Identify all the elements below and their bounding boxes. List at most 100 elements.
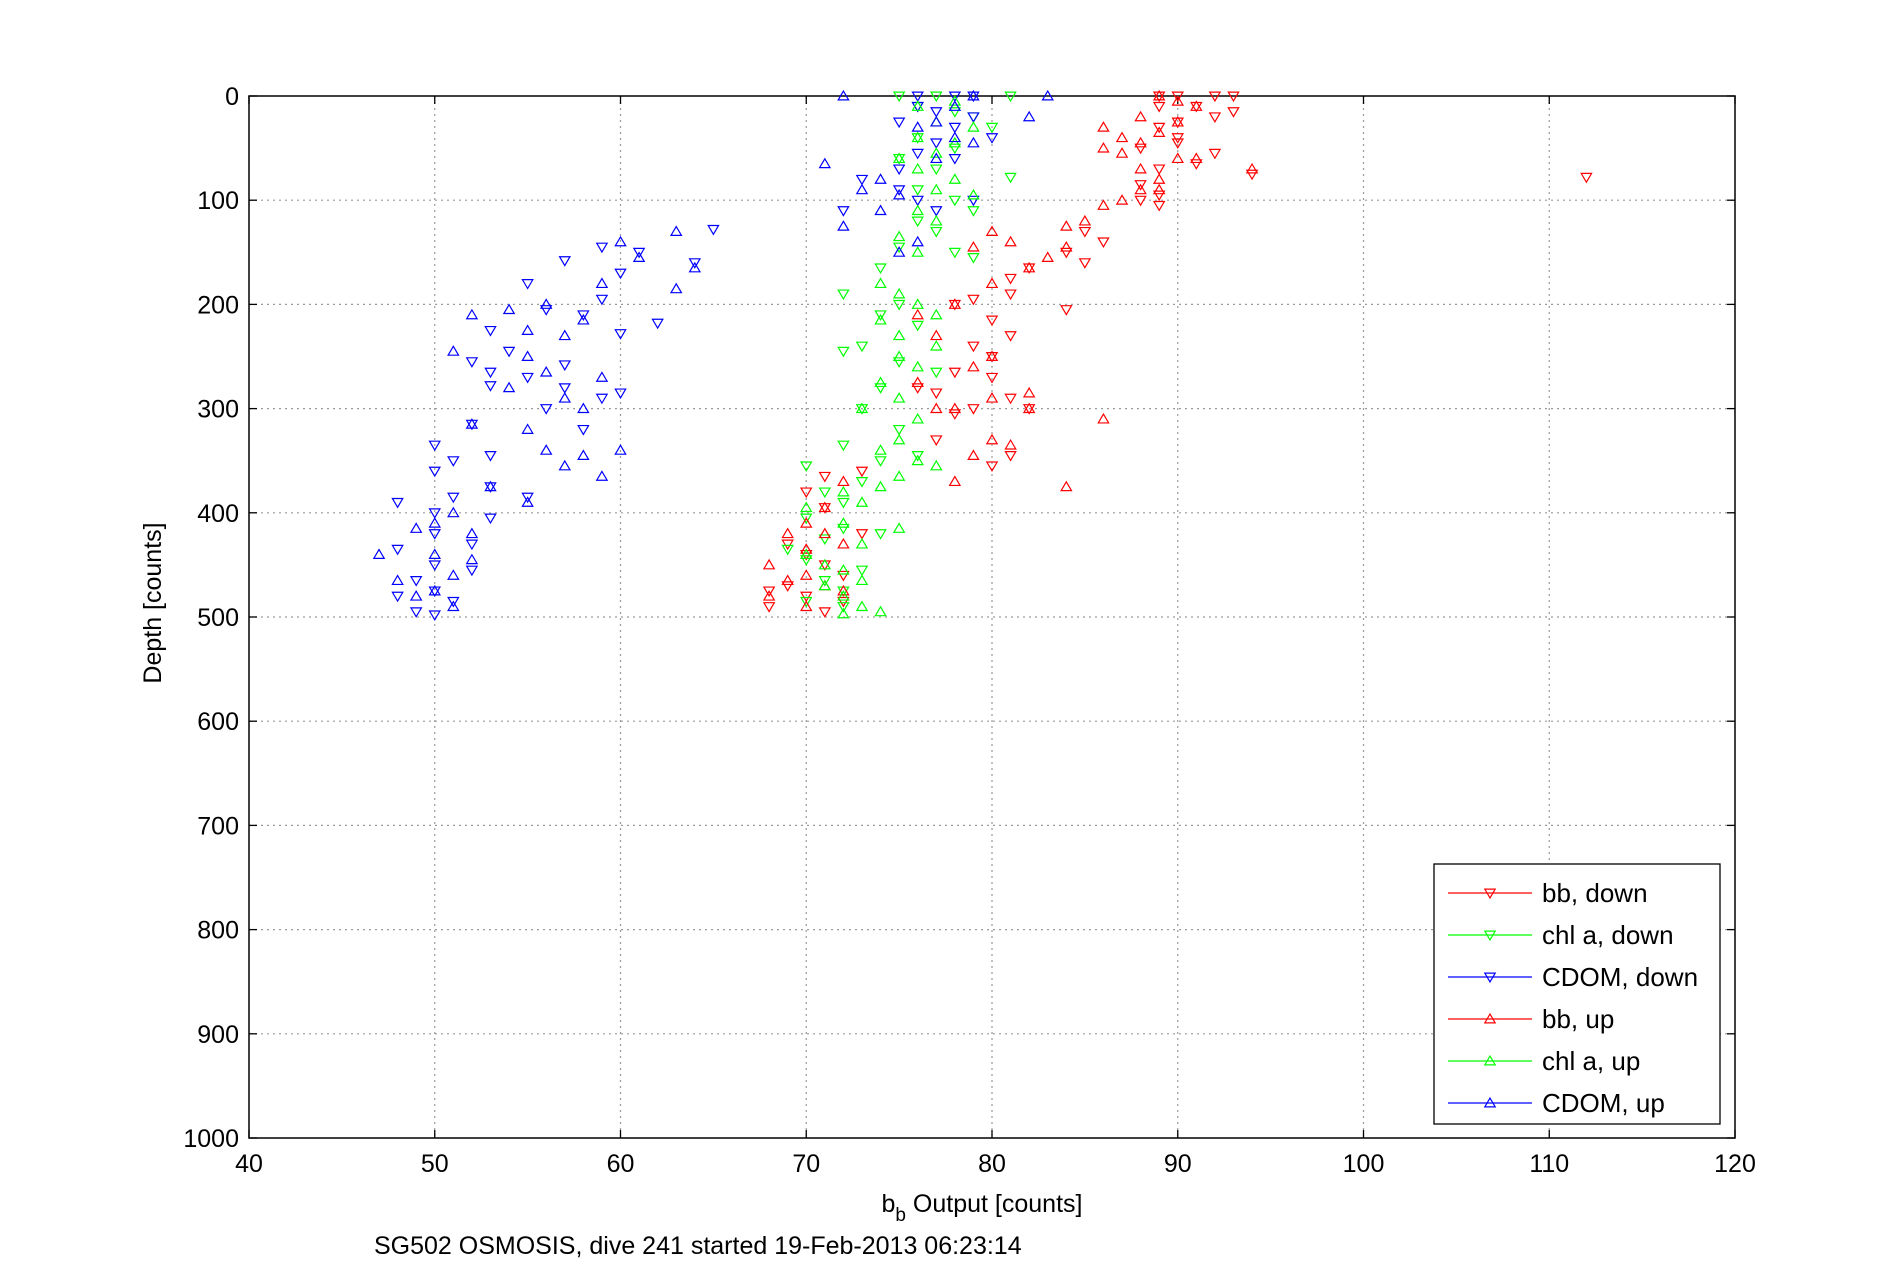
series-4 [800, 95, 980, 619]
data-point [1115, 147, 1129, 158]
data-point [837, 440, 850, 452]
data-point [558, 360, 572, 371]
legend-label: chl a, up [1542, 1046, 1640, 1076]
x-tick-label: 100 [1343, 1150, 1385, 1178]
data-point [595, 393, 609, 405]
y-tick-label: 300 [197, 396, 239, 424]
data-point [930, 402, 943, 414]
y-tick-label: 400 [197, 500, 239, 528]
data-point [967, 240, 980, 252]
data-point [1208, 148, 1222, 160]
data-point [911, 204, 924, 216]
y-axis-tick-labels: 0 100 200 300 400 500 600 700 800 900 1000 [183, 83, 239, 1153]
data-point [855, 477, 869, 488]
y-tick-label: 0 [225, 83, 239, 111]
data-point [1152, 164, 1166, 176]
series-2 [391, 91, 999, 622]
data-point [1171, 115, 1184, 127]
x-tick-label: 120 [1714, 1150, 1756, 1178]
data-point [911, 131, 924, 143]
legend-label: bb, up [1542, 1004, 1614, 1034]
data-point [651, 318, 664, 330]
data-point [818, 579, 832, 591]
data-point [1022, 261, 1036, 273]
data-point [800, 591, 813, 603]
data-point [948, 475, 962, 487]
data-point [800, 543, 813, 554]
data-point [447, 492, 460, 504]
data-point [911, 185, 924, 196]
data-point [967, 188, 980, 200]
data-point [911, 121, 924, 132]
data-point [447, 456, 460, 467]
data-point [967, 195, 980, 207]
legend-label: bb, down [1542, 878, 1648, 908]
data-point [428, 560, 441, 572]
data-point [818, 607, 832, 618]
data-point [967, 404, 980, 415]
data-point [1004, 393, 1017, 405]
data-point [800, 517, 813, 528]
data-point [948, 409, 962, 420]
data-point [1060, 247, 1073, 259]
data-point [465, 308, 479, 320]
data-point [837, 289, 850, 301]
data-point [521, 372, 534, 384]
data-point [539, 305, 553, 316]
y-tick-label: 600 [197, 708, 239, 736]
x-tick-label: 90 [1164, 1150, 1192, 1178]
data-point [428, 517, 441, 528]
data-point [781, 581, 794, 592]
data-point [892, 522, 906, 533]
data-point [892, 424, 906, 436]
data-point [818, 487, 832, 499]
data-point [484, 381, 497, 392]
data-point [911, 383, 924, 394]
data-point [521, 350, 534, 361]
x-axis-label: bb Output [counts] [882, 1190, 1083, 1226]
data-point [892, 117, 906, 129]
data-point [930, 435, 943, 446]
grid-lines [249, 96, 1735, 1138]
data-point [930, 308, 943, 320]
data-point [484, 450, 497, 462]
data-point [521, 423, 534, 434]
data-point [800, 569, 813, 580]
data-point [855, 574, 869, 586]
data-point [874, 310, 887, 321]
data-point [1171, 91, 1184, 103]
data-point [465, 539, 479, 551]
legend-marker [1483, 1012, 1497, 1024]
data-point [837, 517, 850, 528]
legend-label: CDOM, down [1542, 962, 1698, 992]
data-point [818, 534, 832, 545]
data-point [614, 329, 627, 340]
data-point [428, 529, 441, 540]
data-point [539, 444, 553, 455]
data-point [818, 527, 832, 539]
data-point [409, 522, 423, 533]
data-point [874, 376, 887, 388]
data-point [558, 392, 572, 403]
data-point [892, 350, 906, 361]
data-point [874, 204, 887, 216]
data-point [837, 602, 850, 613]
data-point [837, 485, 850, 497]
data-point [1245, 162, 1259, 174]
data-point [502, 346, 516, 358]
data-point [874, 263, 887, 275]
data-point [892, 188, 906, 200]
data-point [930, 367, 943, 379]
data-point [800, 548, 813, 559]
data-point [372, 548, 386, 559]
data-point [800, 555, 813, 566]
data-point [855, 402, 869, 414]
data-point [1152, 200, 1166, 212]
data-point [930, 226, 943, 238]
data-point [688, 258, 702, 269]
series-1 [781, 91, 1017, 613]
data-point [985, 277, 999, 289]
data-point [911, 100, 924, 111]
data-point [558, 459, 572, 471]
data-point [1078, 258, 1092, 269]
